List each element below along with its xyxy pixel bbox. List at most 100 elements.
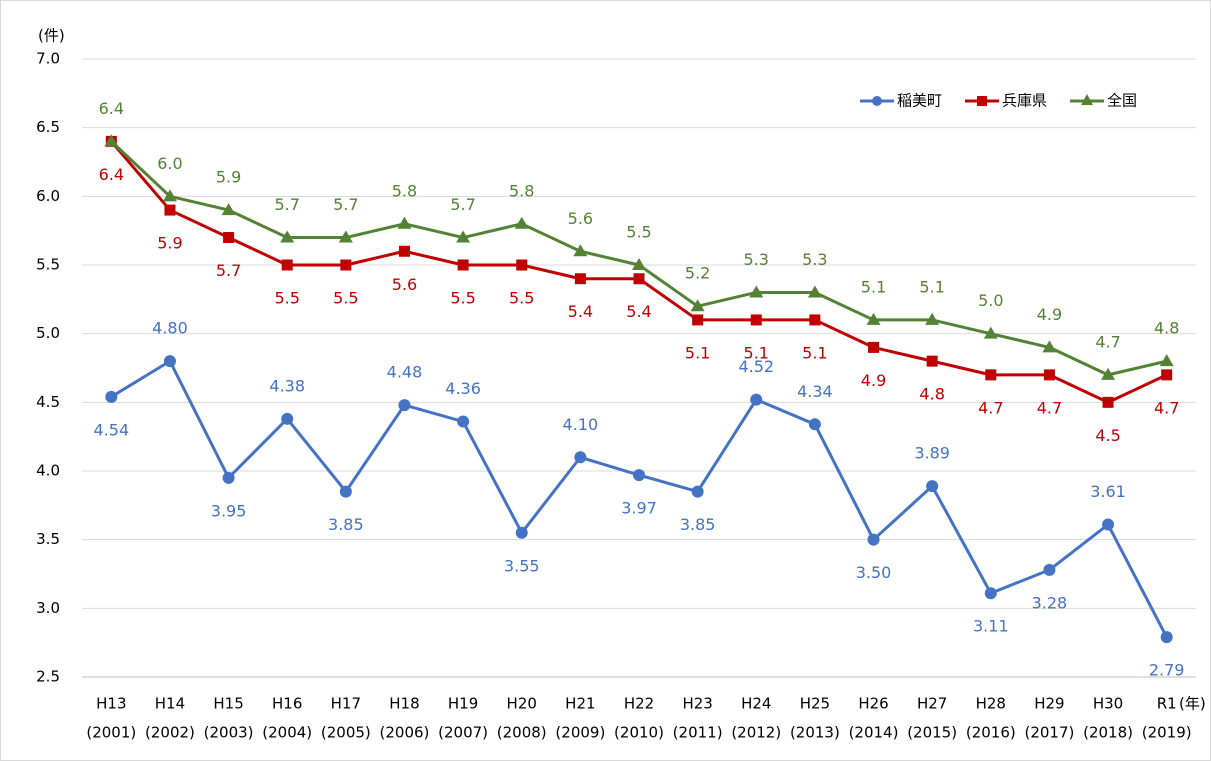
x-tick-label: H26 bbox=[858, 695, 888, 713]
x-tick-label: (2011) bbox=[673, 724, 723, 742]
legend-marker bbox=[977, 96, 987, 106]
point bbox=[397, 216, 412, 229]
legend-marker bbox=[1081, 94, 1093, 105]
x-tick-label: H13 bbox=[96, 695, 126, 713]
data-label: 5.2 bbox=[685, 264, 710, 283]
data-label: 4.9 bbox=[1037, 305, 1062, 324]
data-label: 5.1 bbox=[861, 277, 886, 296]
data-label: 5.7 bbox=[216, 261, 241, 280]
x-tick-label: H24 bbox=[741, 695, 771, 713]
data-label: 5.5 bbox=[509, 289, 534, 308]
data-label: 4.10 bbox=[563, 415, 599, 434]
point bbox=[632, 258, 646, 270]
data-label: 5.7 bbox=[274, 195, 299, 214]
x-tick-label: (2010) bbox=[614, 724, 664, 742]
x-tick-label: H18 bbox=[389, 695, 419, 713]
data-label: 5.1 bbox=[685, 343, 710, 362]
data-label: 3.55 bbox=[504, 556, 540, 575]
data-label: 5.9 bbox=[157, 234, 182, 253]
y-tick-label: 4.5 bbox=[36, 393, 60, 411]
point bbox=[398, 245, 410, 257]
data-label: 6.4 bbox=[99, 165, 124, 184]
point bbox=[749, 285, 764, 298]
point bbox=[1101, 367, 1116, 380]
data-label: 5.0 bbox=[978, 291, 1003, 310]
x-tick-label: H20 bbox=[507, 695, 537, 713]
point bbox=[926, 480, 939, 493]
legend-label: 兵庫県 bbox=[1002, 92, 1047, 110]
point bbox=[514, 216, 529, 229]
point bbox=[457, 415, 470, 428]
point bbox=[456, 230, 471, 243]
point bbox=[1043, 563, 1056, 576]
x-tick-label: H27 bbox=[917, 695, 947, 713]
data-label: 5.5 bbox=[333, 289, 358, 308]
point bbox=[281, 412, 294, 425]
x-tick-label: H22 bbox=[624, 695, 654, 713]
data-label: 3.97 bbox=[621, 499, 657, 518]
y-tick-label: 2.5 bbox=[36, 668, 60, 686]
point bbox=[1102, 518, 1115, 531]
y-unit: (件) bbox=[38, 27, 65, 45]
point bbox=[633, 273, 645, 285]
x-tick-label: (2014) bbox=[849, 724, 899, 742]
y-tick-label: 7.0 bbox=[36, 50, 60, 68]
point bbox=[574, 451, 587, 464]
point bbox=[985, 369, 997, 381]
point bbox=[339, 485, 352, 498]
data-label: 5.5 bbox=[274, 289, 299, 308]
data-label: 4.8 bbox=[1154, 319, 1179, 338]
x-tick-label: H21 bbox=[565, 695, 595, 713]
x-tick-label: (2013) bbox=[790, 724, 840, 742]
y-tick-label: 5.5 bbox=[36, 256, 60, 274]
legend-label: 全国 bbox=[1107, 92, 1137, 110]
point bbox=[280, 230, 295, 243]
data-label: 4.5 bbox=[1095, 426, 1120, 445]
data-label: 3.11 bbox=[973, 617, 1009, 636]
point bbox=[340, 259, 352, 271]
point bbox=[163, 355, 176, 368]
data-label: 5.7 bbox=[450, 195, 475, 214]
point bbox=[223, 232, 235, 244]
x-tick-label: (2017) bbox=[1024, 724, 1074, 742]
x-unit: (年) bbox=[1179, 695, 1206, 713]
y-tick-label: 5.0 bbox=[36, 324, 60, 342]
data-label: 4.8 bbox=[919, 385, 944, 404]
data-label: 2.79 bbox=[1149, 661, 1185, 680]
data-label: 3.61 bbox=[1090, 482, 1126, 501]
point bbox=[690, 299, 705, 312]
point bbox=[750, 314, 762, 326]
data-label: 3.85 bbox=[680, 515, 716, 534]
data-label: 5.1 bbox=[744, 343, 769, 362]
data-label: 3.50 bbox=[856, 563, 892, 582]
point bbox=[925, 312, 940, 325]
data-label: 3.95 bbox=[211, 501, 247, 520]
point bbox=[398, 399, 411, 412]
data-label: 5.5 bbox=[450, 289, 475, 308]
data-label: 3.89 bbox=[914, 444, 950, 463]
data-label: 4.52 bbox=[738, 357, 774, 376]
x-tick-label: (2006) bbox=[380, 724, 430, 742]
point bbox=[983, 326, 998, 339]
y-tick-label: 6.0 bbox=[36, 187, 60, 205]
x-tick-label: (2019) bbox=[1142, 724, 1192, 742]
point bbox=[1043, 369, 1055, 381]
x-tick-label: (2003) bbox=[204, 724, 254, 742]
x-tick-label: H25 bbox=[800, 695, 830, 713]
data-label: 4.7 bbox=[978, 398, 1003, 417]
y-tick-label: 6.5 bbox=[36, 118, 60, 136]
point bbox=[338, 230, 353, 243]
data-label: 3.85 bbox=[328, 515, 364, 534]
point bbox=[984, 587, 997, 600]
x-tick-label: H15 bbox=[213, 695, 243, 713]
data-label: 3.28 bbox=[1032, 593, 1068, 612]
data-label: 4.80 bbox=[152, 319, 188, 338]
x-tick-label: R1 bbox=[1157, 695, 1177, 713]
point bbox=[808, 418, 821, 431]
point bbox=[573, 244, 588, 257]
point bbox=[868, 341, 880, 353]
point bbox=[926, 355, 938, 367]
point bbox=[164, 204, 176, 216]
point bbox=[105, 390, 118, 403]
